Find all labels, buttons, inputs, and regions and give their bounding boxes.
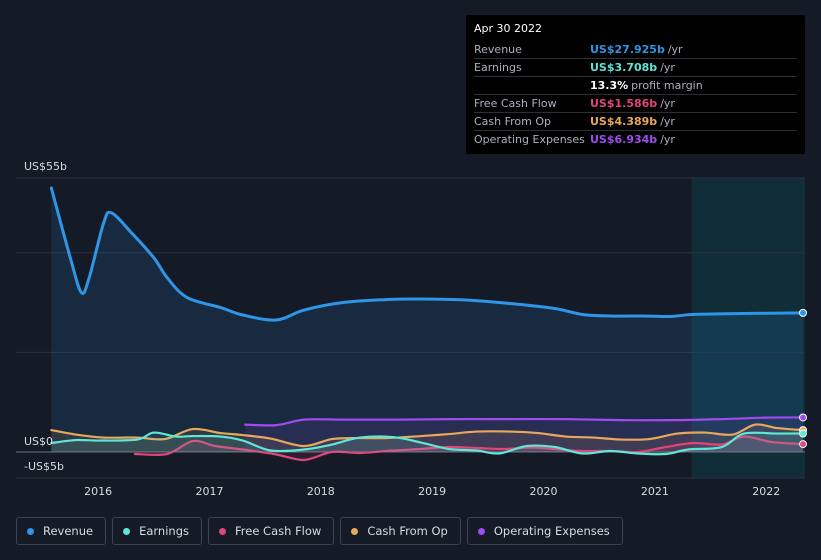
x-tick-labels: 2016 2017 2018 2019 2020 2021 2022	[84, 485, 780, 498]
y-tick-label: US$55b	[24, 160, 67, 173]
x-tick-label: 2019	[418, 485, 446, 498]
chart-legend: Revenue Earnings Free Cash Flow Cash From O…	[16, 517, 623, 545]
earnings-line	[50, 431, 805, 456]
tooltip-row-label: Revenue	[474, 43, 522, 56]
operating-expenses-endpoint[interactable]	[799, 413, 807, 422]
operating-expenses-line	[244, 416, 805, 427]
tooltip-row-label: Free Cash Flow	[474, 97, 557, 110]
operating-expenses-area	[245, 417, 803, 452]
data-tooltip: Apr 30 2022 Revenue US$27.925b/yr Earnings…	[466, 15, 805, 154]
legend-item-operating-expenses[interactable]: Operating Expenses	[466, 517, 623, 545]
cash-from-op-area	[51, 424, 804, 452]
tooltip-row: Operating Expenses US$6.934b/yr	[474, 130, 797, 148]
earnings-area	[51, 432, 804, 455]
x-tick-label: 2020	[530, 485, 558, 498]
tooltip-row-value: US$3.708b	[590, 61, 658, 74]
tooltip-row-unit: /yr	[660, 133, 675, 146]
y-tick-labels: US$55b US$0 -US$5b	[24, 160, 67, 473]
tooltip-row-value: US$27.925b	[590, 43, 665, 56]
revenue-area	[51, 187, 804, 453]
tooltip-rows: Revenue US$27.925b/yr Earnings US$3.708b/yr…	[474, 41, 797, 148]
legend-label: Earnings	[139, 524, 189, 538]
x-tick-label: 2018	[307, 485, 335, 498]
y-tick-label: -US$5b	[24, 460, 64, 473]
series-group	[49, 186, 807, 462]
free-cash-flow-series	[133, 435, 807, 462]
legend-label: Free Cash Flow	[235, 524, 322, 538]
legend-item-revenue[interactable]: Revenue	[16, 517, 107, 545]
gridlines	[16, 177, 805, 479]
legend-item-earnings[interactable]: Earnings	[112, 517, 202, 545]
operating-expenses-series	[244, 413, 807, 452]
x-tick-label: 2016	[84, 485, 112, 498]
tooltip-row-unit: /yr	[667, 43, 683, 56]
legend-dot-icon	[351, 527, 359, 535]
legend-label: Operating Expenses	[493, 524, 610, 538]
tooltip-row: Cash From Op US$4.389b/yr	[474, 112, 797, 130]
legend-item-free-cash-flow[interactable]: Free Cash Flow	[208, 517, 335, 545]
earnings-series	[50, 429, 807, 456]
tooltip-row: Free Cash Flow US$1.586b/yr	[474, 94, 797, 112]
revenue-endpoint[interactable]	[799, 308, 807, 317]
tooltip-row: Revenue US$27.925b/yr	[474, 41, 797, 58]
tooltip-row-value: US$4.389b	[590, 115, 658, 128]
legend-dot-icon	[219, 527, 226, 535]
legend-label: Cash From Op	[367, 524, 448, 538]
cash-from-op-line	[50, 423, 805, 448]
legend-dot-icon	[123, 527, 131, 535]
revenue-line	[49, 186, 805, 322]
tooltip-row-value: 13.3%	[590, 79, 629, 92]
tooltip-row: Earnings US$3.708b/yr	[474, 58, 797, 76]
tooltip-row-label: Earnings	[474, 61, 522, 74]
free-cash-flow-line	[133, 435, 805, 462]
x-tick-label: 2022	[752, 485, 780, 498]
earnings-endpoint[interactable]	[799, 429, 807, 438]
legend-label: Revenue	[43, 524, 94, 538]
legend-dot-icon	[477, 527, 485, 535]
tooltip-row-unit: /yr	[660, 97, 675, 110]
x-tick-label: 2017	[195, 485, 223, 498]
tooltip-date: Apr 30 2022	[474, 22, 543, 35]
legend-item-cash-from-op[interactable]: Cash From Op	[340, 517, 461, 545]
free-cash-flow-endpoint[interactable]	[799, 440, 807, 449]
tooltip-row: 13.3% profit margin	[474, 76, 797, 94]
y-tick-label: US$0	[24, 435, 53, 448]
tooltip-row-label: Cash From Op	[474, 115, 552, 128]
x-tick-label: 2021	[641, 485, 669, 498]
tooltip-row-label: Operating Expenses	[474, 133, 585, 146]
tooltip-row-unit: /yr	[660, 61, 675, 74]
tooltip-row-value: US$1.586b	[590, 97, 658, 110]
tooltip-row-unit: /yr	[660, 115, 675, 128]
tooltip-row-unit: profit margin	[631, 79, 703, 92]
legend-dot-icon	[27, 527, 34, 535]
tooltip-row-value: US$6.934b	[590, 133, 658, 146]
revenue-series	[49, 186, 807, 453]
